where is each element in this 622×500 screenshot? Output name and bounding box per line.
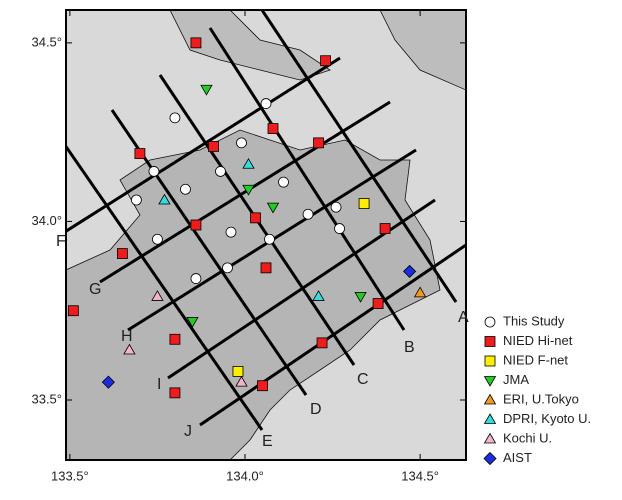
station-marker: [359, 199, 369, 209]
legend-marker: [485, 414, 496, 424]
station-marker: [314, 138, 324, 148]
station-marker: [226, 227, 236, 237]
legend-marker: [485, 395, 496, 405]
station-marker: [191, 220, 201, 230]
station-marker: [331, 202, 341, 212]
station-marker: [170, 113, 180, 123]
station-marker: [170, 388, 180, 398]
station-marker: [68, 306, 78, 316]
legend-marker: [485, 337, 495, 347]
legend-marker: [485, 377, 496, 387]
x-tick-label: 134.0°: [226, 468, 264, 483]
station-marker: [152, 234, 162, 244]
profile-label: C: [357, 371, 369, 388]
profile-label: E: [262, 433, 273, 450]
basemap: [60, 10, 466, 460]
station-marker: [261, 263, 271, 273]
legend-label: ERI, U.Tokyo: [503, 391, 579, 406]
station-marker: [236, 138, 246, 148]
y-tick-label: 34.5°: [31, 34, 62, 49]
station-marker: [131, 195, 141, 205]
x-tick-label: 133.5°: [51, 468, 89, 483]
station-marker: [268, 124, 278, 134]
legend-marker: [485, 434, 496, 444]
profile-label: G: [89, 281, 101, 298]
station-marker: [117, 249, 127, 259]
station-marker: [373, 299, 383, 309]
station-marker: [233, 366, 243, 376]
legend-label: Kochi U.: [503, 430, 552, 445]
legend-label: AIST: [503, 450, 532, 465]
station-marker: [380, 224, 390, 234]
profile-label: A: [458, 309, 469, 326]
profile-label: B: [404, 339, 415, 356]
station-marker: [191, 38, 201, 48]
station-marker: [222, 263, 232, 273]
station-marker: [170, 334, 180, 344]
station-marker: [257, 381, 267, 391]
legend-label: NIED Hi-net: [503, 333, 573, 348]
profile-label: H: [121, 328, 133, 345]
profile-label: D: [310, 401, 322, 418]
legend-label: NIED F-net: [503, 352, 568, 367]
profile-label: J: [184, 423, 192, 440]
y-tick-label: 33.5°: [31, 391, 62, 406]
station-marker: [261, 99, 271, 109]
profile-label: F: [56, 233, 66, 250]
legend-label: JMA: [503, 372, 529, 387]
station-marker: [321, 56, 331, 66]
map-figure: A B C D E F G H I J 133.5° 134.0° 134.5° 33…: [0, 0, 622, 500]
station-marker: [335, 224, 345, 234]
station-marker: [317, 338, 327, 348]
y-tick-label: 34.0°: [31, 213, 62, 228]
x-tick-label: 134.5°: [401, 468, 439, 483]
station-marker: [208, 141, 218, 151]
station-marker: [250, 213, 260, 223]
station-marker: [279, 177, 289, 187]
legend-marker: [484, 453, 496, 465]
station-marker: [215, 166, 225, 176]
legend-label: This Study: [503, 313, 565, 328]
station-marker: [135, 149, 145, 159]
station-marker: [265, 234, 275, 244]
profile-label: I: [157, 376, 161, 393]
station-marker: [149, 166, 159, 176]
station-marker: [180, 184, 190, 194]
station-marker: [191, 274, 201, 284]
legend-marker: [485, 356, 495, 366]
legend-label: DPRI, Kyoto U.: [503, 411, 591, 426]
station-marker: [303, 209, 313, 219]
legend-marker: [485, 317, 495, 327]
